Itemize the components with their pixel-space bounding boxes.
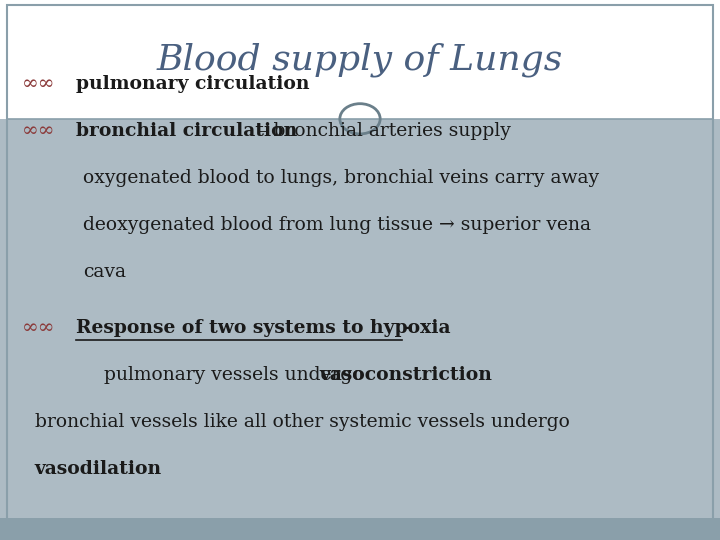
Text: pulmonary circulation: pulmonary circulation (76, 75, 309, 93)
Text: vasodilation: vasodilation (35, 460, 162, 478)
Text: Response of two systems to hypoxia: Response of two systems to hypoxia (76, 319, 450, 337)
Text: deoxygenated blood from lung tissue → superior vena: deoxygenated blood from lung tissue → su… (83, 215, 591, 234)
Text: oxygenated blood to lungs, bronchial veins carry away: oxygenated blood to lungs, bronchial vei… (83, 168, 599, 187)
Text: bronchial vessels like all other systemic vessels undergo: bronchial vessels like all other systemi… (35, 413, 570, 431)
Text: ∞∞: ∞∞ (22, 121, 55, 140)
FancyBboxPatch shape (0, 0, 720, 119)
Text: -: - (254, 75, 266, 93)
Text: bronchial circulation: bronchial circulation (76, 122, 297, 140)
Text: pulmonary vessels undergo: pulmonary vessels undergo (104, 366, 370, 384)
FancyBboxPatch shape (0, 518, 720, 540)
FancyBboxPatch shape (0, 119, 720, 540)
Text: ∞∞: ∞∞ (22, 74, 55, 93)
Text: vasoconstriction: vasoconstriction (319, 366, 492, 384)
Text: cava: cava (83, 262, 126, 281)
Text: –: – (403, 319, 413, 337)
Text: Blood supply of Lungs: Blood supply of Lungs (157, 42, 563, 77)
Text: ∞∞: ∞∞ (22, 319, 55, 338)
Text: – bronchial arteries supply: – bronchial arteries supply (252, 122, 511, 140)
